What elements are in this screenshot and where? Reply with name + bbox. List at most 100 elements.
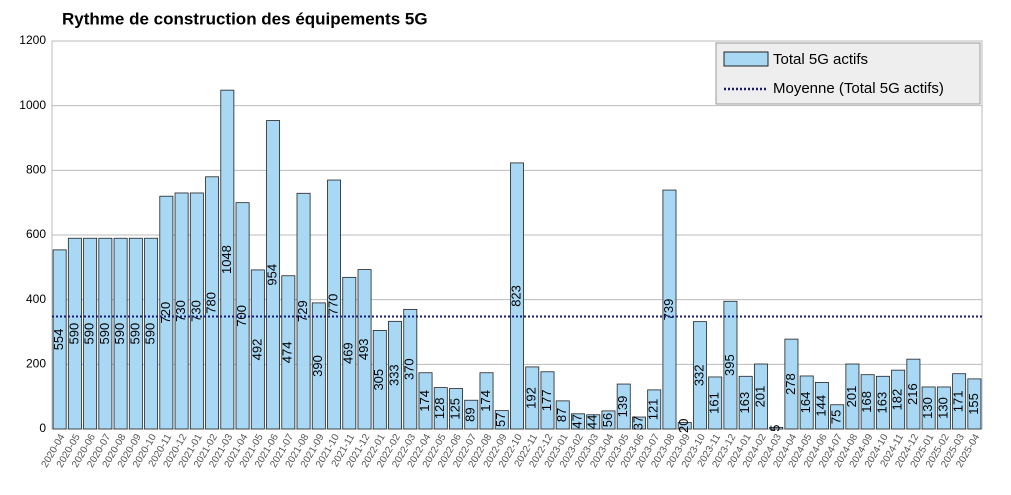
bar [830, 404, 845, 430]
data-label: 390 [310, 355, 325, 377]
bar [753, 363, 768, 430]
bar [891, 369, 906, 430]
bar [875, 375, 890, 430]
legend-swatch [723, 51, 769, 67]
bar [525, 366, 540, 430]
bar [784, 338, 799, 430]
data-label: 780 [204, 292, 219, 314]
data-label: 493 [356, 338, 371, 360]
data-label: 469 [341, 342, 356, 364]
bar [723, 300, 738, 430]
data-label: 130 [935, 397, 950, 419]
data-label: 164 [798, 392, 813, 414]
bar [647, 389, 662, 430]
bar [936, 386, 951, 430]
bar [921, 386, 936, 430]
bar [281, 275, 296, 430]
bar [327, 179, 342, 430]
data-label: 177 [539, 390, 554, 412]
data-label: 729 [295, 300, 310, 322]
data-label: 155 [966, 393, 981, 415]
bar [174, 192, 189, 430]
bar [311, 302, 326, 430]
bar [433, 387, 448, 430]
data-label: 201 [844, 386, 859, 408]
data-label: 720 [158, 302, 173, 324]
chart-title: Rythme de construction des équipements 5… [62, 9, 428, 28]
legend-label: Total 5G actifs [773, 51, 868, 68]
data-label: 590 [82, 323, 97, 345]
data-label: 174 [478, 390, 493, 412]
bar [967, 378, 982, 430]
data-label: 492 [249, 339, 264, 361]
data-label: 47 [569, 414, 584, 428]
data-label: 171 [951, 391, 966, 413]
data-label: 216 [905, 383, 920, 405]
data-label: 89 [463, 407, 478, 421]
bar [449, 388, 463, 430]
data-label: 161 [707, 392, 722, 414]
bar [616, 383, 631, 430]
data-label: 57 [493, 413, 508, 427]
y-tick-label: 600 [26, 227, 46, 241]
data-label: 590 [143, 323, 158, 345]
data-label: 144 [813, 395, 828, 417]
bar [113, 237, 128, 430]
bar [601, 410, 616, 430]
data-label: 128 [432, 397, 447, 419]
data-label: 163 [737, 392, 752, 414]
data-label: 333 [386, 364, 401, 386]
bar [814, 382, 829, 430]
bar [677, 422, 692, 430]
bar [540, 371, 555, 430]
data-label: 121 [646, 399, 661, 421]
data-label: 87 [554, 408, 569, 422]
bar [250, 269, 265, 430]
bar [83, 237, 98, 430]
bar [67, 237, 82, 430]
bar [464, 399, 479, 430]
bar [769, 426, 784, 430]
bar [632, 416, 646, 430]
y-tick-label: 0 [39, 421, 46, 435]
bar [952, 373, 967, 430]
bar [388, 320, 402, 430]
bar [571, 413, 585, 430]
data-label: 305 [371, 369, 386, 391]
data-label: 730 [173, 300, 188, 322]
bar [738, 375, 753, 430]
data-label: 823 [508, 285, 523, 307]
data-label: 370 [402, 358, 417, 380]
data-label: 954 [265, 264, 280, 286]
bar [845, 363, 860, 430]
bar [799, 375, 814, 430]
legend-label: Moyenne (Total 5G actifs) [773, 80, 944, 97]
data-label: 130 [920, 397, 935, 419]
bar [357, 269, 372, 430]
bar [692, 321, 707, 430]
data-label: 590 [127, 323, 142, 345]
bar [52, 249, 67, 430]
bar [906, 358, 921, 430]
bar [128, 237, 143, 430]
data-label: 56 [600, 413, 615, 427]
data-label: 201 [752, 386, 767, 408]
data-label: 332 [691, 364, 706, 386]
bar [662, 189, 677, 430]
data-label: 174 [417, 390, 432, 412]
data-label: 163 [874, 392, 889, 414]
data-label: 590 [66, 323, 81, 345]
bar [403, 308, 418, 430]
y-tick-label: 1200 [19, 33, 46, 47]
y-tick-label: 800 [26, 163, 46, 177]
bar [418, 372, 433, 430]
bar [205, 176, 220, 430]
data-label: 44 [585, 415, 600, 429]
bar [220, 89, 235, 430]
y-tick-label: 1000 [19, 98, 46, 112]
bar [266, 120, 281, 430]
bar [510, 162, 524, 430]
bar [296, 192, 311, 430]
bar [860, 374, 875, 430]
